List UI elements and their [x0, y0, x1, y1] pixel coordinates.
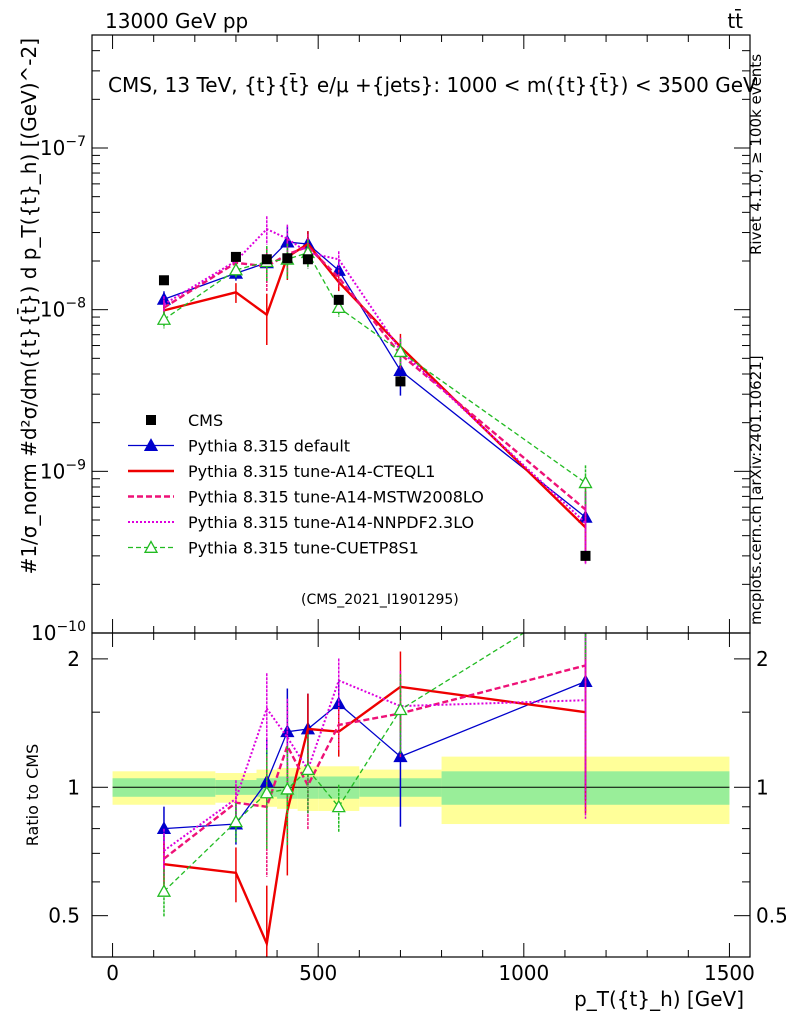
data-point: [333, 294, 344, 305]
data-point: [282, 253, 293, 264]
ratio-marker: [259, 785, 274, 799]
ratio-line-4: [163, 633, 525, 892]
ratio-marker: [228, 814, 244, 828]
legend-label: Pythia 8.315 default: [188, 437, 350, 456]
ratio-marker: [331, 799, 346, 813]
legend-label: Pythia 8.315 tune-A14-NNPDF2.3LO: [188, 513, 474, 532]
ratio-marker: [300, 762, 316, 776]
data-point: [580, 550, 591, 561]
data-point: [395, 376, 406, 387]
ratio-tick-label-right: 1: [756, 775, 769, 799]
legend-label: Pythia 8.315 tune-A14-CTEQL1: [188, 462, 435, 481]
analysis-id: (CMS_2021_I1901295): [301, 592, 459, 608]
legend-marker: [143, 540, 159, 553]
series-marker: [331, 300, 346, 314]
series-line-4: [163, 251, 586, 484]
legend-label: Pythia 8.315 tune-CUETP8S1: [188, 539, 419, 558]
series-marker: [393, 344, 408, 358]
y-tick-label: 10−10: [31, 619, 86, 645]
ratio-tick-label-right: 0.5: [756, 904, 786, 928]
ratio-frame: [91, 632, 751, 958]
ratio-line-1: [163, 685, 586, 948]
ratio-bands: [112, 756, 730, 825]
x-tick-label: 1000: [498, 961, 549, 985]
legend-label: CMS: [188, 411, 223, 430]
legend-label: Pythia 8.315 tune-A14-MSTW2008LO: [188, 488, 484, 507]
ratio-marker: [393, 702, 408, 716]
series-line-1: [163, 242, 587, 529]
x-tick-label: 0: [106, 961, 119, 985]
data-point: [302, 254, 313, 265]
legend: CMS Pythia 8.315 default Pythia 8.315 tune…: [128, 411, 484, 558]
y-tick-label: 10−9: [40, 457, 86, 483]
x-axis-label: p_T({t}_h) [GeV]: [574, 987, 744, 1011]
series-marker: [156, 312, 172, 325]
y-tick-label: 10−8: [40, 296, 86, 322]
side-text-top: Rivet 4.1.0, ≥ 100k events: [747, 54, 765, 255]
y-tick-label: 10−7: [40, 134, 86, 160]
y-axis-label: #1/σ_norm #d²σ/dm({t}{t̄}) d p_T({t}_h) …: [16, 38, 41, 574]
ratio-tick-label-right: 2: [756, 647, 769, 671]
ratio-line-3: [163, 679, 586, 852]
x-tick-label: 500: [299, 961, 337, 985]
series-marker: [393, 363, 408, 377]
series-marker: [228, 262, 244, 276]
series-line-0: [163, 241, 586, 518]
ratio-tick-label-left: 0.5: [48, 904, 80, 928]
ratio-marker: [156, 884, 172, 897]
ratio-axis-label: Ratio to CMS: [23, 744, 42, 846]
series-marker: [578, 475, 593, 489]
side-text-bottom: mcplots.cern.ch [arXiv:2401.10621]: [747, 355, 765, 625]
legend-marker: [143, 438, 159, 451]
x-tick-label: 1500: [704, 961, 755, 985]
ratio-tick-label-left: 2: [67, 647, 80, 671]
ratio-line-2: [163, 664, 586, 860]
data-point: [230, 251, 241, 262]
legend-marker-cms: [146, 415, 156, 425]
data-point: [158, 275, 169, 286]
ratio-tick-label-left: 1: [67, 775, 80, 799]
ratio-marker: [280, 781, 295, 795]
header-right: tt̄: [727, 8, 743, 33]
header-left: 13000 GeV pp: [105, 9, 248, 33]
chart-title: CMS, 13 TeV, {t}{t̄} e/μ +{jets}: 1000 <…: [108, 72, 757, 97]
ratio-marker: [580, 589, 592, 600]
data-point: [261, 254, 272, 265]
main-series: [156, 216, 593, 565]
ratio-series: [156, 589, 593, 957]
